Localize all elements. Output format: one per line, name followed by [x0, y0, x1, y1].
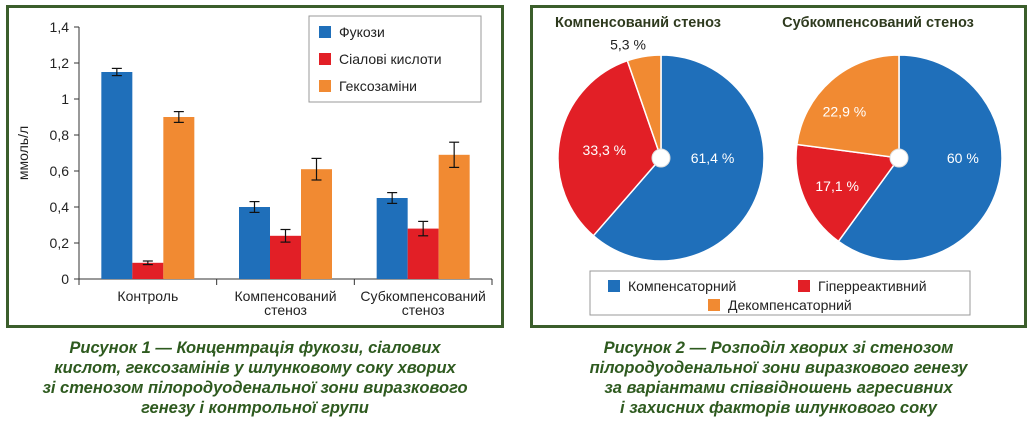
y-tick-label: 0,6 — [50, 163, 70, 179]
x-category-label: стеноз — [402, 302, 445, 318]
pie-center-hole — [651, 148, 671, 168]
y-tick-label: 0,4 — [50, 199, 70, 215]
x-category-label: Контроль — [117, 288, 178, 304]
pie-slice — [796, 54, 900, 159]
legend-swatch — [319, 26, 331, 38]
pie-slice-label: 61,4 % — [691, 150, 735, 166]
pie-charts: Компенсований стеноз 61,4 % 33,3 % 5,3 % Суб… — [555, 15, 1003, 316]
bar — [407, 228, 439, 279]
bar — [163, 117, 195, 279]
bar — [376, 198, 408, 279]
legend-label: Гексозаміни — [339, 78, 417, 94]
bar-chart-panel: 0 0,2 0,4 0,6 0,8 1 1,2 1,4 ммоль/л Контроль Компе… — [6, 5, 504, 328]
caption-line: Рисунок 1 — Концентрація фукози, сіалови… — [69, 339, 441, 357]
pie-slice-label: 17,1 % — [815, 178, 859, 194]
pie-slice — [592, 54, 765, 262]
pie-slice — [626, 54, 662, 159]
y-tick-label: 1,4 — [50, 19, 70, 35]
y-tick-label: 1 — [61, 91, 69, 107]
pie-slice — [837, 54, 1003, 262]
pie-slice-label: 60 % — [947, 150, 979, 166]
pie-legend-swatch — [798, 280, 810, 292]
pie-slice-label: 33,3 % — [583, 142, 627, 158]
pie-charts-panel: Компенсований стеноз 61,4 % 33,3 % 5,3 % Суб… — [530, 5, 1027, 328]
y-tick-label: 0 — [61, 271, 69, 287]
y-tick-label: 1,2 — [50, 55, 70, 71]
legend-swatch — [319, 53, 331, 65]
caption-line: зі стенозом пілородуоденальної зони вира… — [42, 379, 468, 397]
legend-label: Фукози — [339, 24, 385, 40]
caption-line: кислот, гексозамінів у шлунковому соку х… — [54, 359, 456, 377]
x-category-label: стеноз — [264, 302, 307, 318]
caption-line: і захисних факторів шлункового соку — [620, 399, 937, 417]
pie-legend-label: Декомпенсаторний — [728, 297, 852, 313]
figure-1-caption: Рисунок 1 — Концентрація фукози, сіалови… — [6, 338, 504, 418]
bar — [301, 169, 332, 279]
pie-legend-label: Гіперреактивний — [818, 278, 927, 294]
legend-box — [308, 15, 482, 103]
pie-legend-label: Компенсаторний — [628, 278, 736, 294]
pie-slice — [795, 143, 901, 243]
bar — [132, 262, 164, 279]
bar — [239, 207, 270, 279]
pie-legend-box — [589, 270, 971, 316]
pie-legend-swatch — [708, 299, 720, 311]
y-tick-label: 0,8 — [50, 127, 70, 143]
x-category-label: Компенсований — [234, 288, 336, 304]
bar — [101, 72, 133, 279]
caption-line: пілородуоденальної зони виразкового гене… — [589, 359, 968, 377]
caption-line: генезу і контрольної групи — [141, 399, 369, 417]
pie-slice-label: 22,9 % — [823, 104, 867, 120]
caption-line: за варіантами співвідношень агресивних — [604, 379, 953, 397]
y-axis-label: ммоль/л — [15, 126, 31, 180]
legend-label: Сіалові кислоти — [339, 51, 442, 67]
figure-2-caption: Рисунок 2 — Розподіл хворих зі стенозом … — [530, 338, 1027, 418]
bar — [270, 235, 301, 279]
x-category-label: Субкомпенсований — [360, 288, 485, 304]
bar — [438, 154, 470, 279]
pie-center-hole — [889, 148, 909, 168]
pie-title: Компенсований стеноз — [555, 15, 721, 31]
caption-line: Рисунок 2 — Розподіл хворих зі стенозом — [603, 339, 954, 357]
legend-swatch — [319, 80, 331, 92]
pie-legend-swatch — [608, 280, 620, 292]
pie-title: Субкомпенсований стеноз — [782, 15, 974, 31]
pie-slice — [557, 59, 662, 237]
pie-slice-label: 5,3 % — [610, 37, 646, 53]
bar-chart: 0 0,2 0,4 0,6 0,8 1 1,2 1,4 ммоль/л Контроль Компе… — [15, 15, 493, 318]
y-tick-label: 0,2 — [50, 235, 70, 251]
